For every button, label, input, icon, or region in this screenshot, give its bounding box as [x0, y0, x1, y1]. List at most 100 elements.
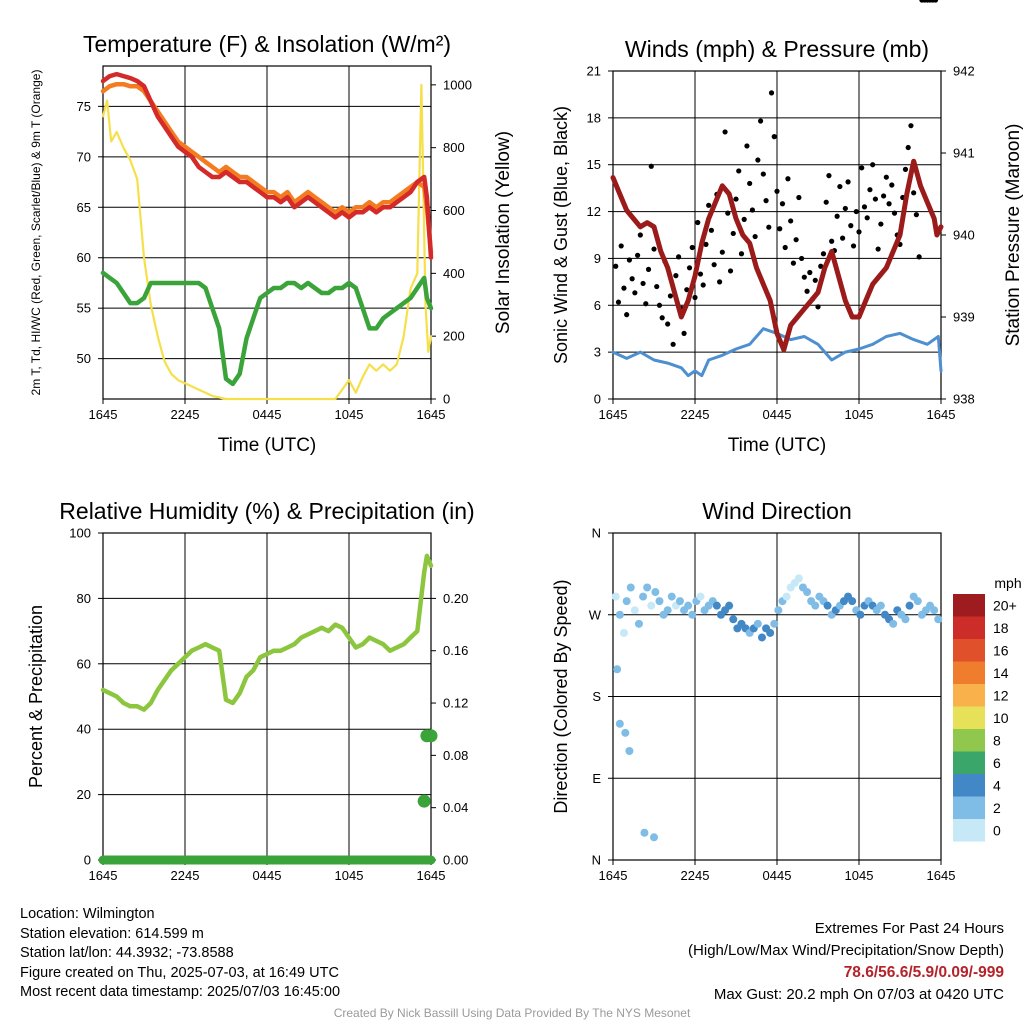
y-tick-label: W: [589, 607, 602, 622]
gust-point: [706, 202, 712, 208]
direction-point: [794, 574, 803, 583]
gust-point: [670, 341, 676, 347]
extremes-info: Extremes For Past 24 Hours (High/Low/Max…: [688, 918, 1004, 1006]
gust-point: [615, 299, 622, 305]
direction-point: [729, 615, 738, 624]
y-tick-label: 18: [587, 110, 601, 125]
gust-point: [878, 221, 884, 227]
y-right-tick-label: 800: [443, 140, 465, 155]
y-tick-label: 40: [77, 722, 91, 737]
x-tick-label: 1045: [845, 868, 874, 883]
gust-point: [667, 293, 674, 299]
x-tick-label: 1645: [89, 868, 118, 883]
x-tick-label: 1645: [89, 407, 118, 422]
y-right-tick-label: 200: [443, 329, 465, 344]
direction-point: [621, 728, 630, 737]
direction-point: [848, 597, 857, 606]
y-right-tick-label: 938: [953, 392, 975, 407]
direction-point: [626, 583, 635, 592]
direction-point: [622, 597, 631, 606]
y-tick-label: N: [592, 526, 601, 541]
direction-point: [782, 592, 791, 601]
gust-point: [845, 179, 851, 185]
direction-point: [655, 597, 664, 606]
direction-point: [688, 610, 697, 619]
y-right-tick-label: 1000: [443, 77, 472, 92]
gust-point: [736, 168, 742, 174]
colorbar-label: 18: [993, 620, 1009, 636]
gust-point: [747, 180, 753, 187]
gust-point: [911, 190, 917, 196]
gust-point: [785, 176, 791, 182]
y-tick-label: 12: [587, 204, 601, 219]
gust-point: [889, 182, 895, 188]
gust-point: [697, 271, 704, 277]
x-tick-label: 0445: [253, 868, 282, 883]
colorbar-swatch: [953, 706, 985, 729]
direction-point: [675, 597, 684, 606]
y-axis-label: 2m T, Td, HI/WC (Red, Green, Scarlet/Blu…: [29, 70, 43, 396]
gust-point: [659, 315, 665, 321]
chart-title: Winds (mph) & Pressure (mb): [625, 36, 929, 62]
direction-point: [901, 615, 910, 624]
colorbar-swatch: [953, 639, 985, 662]
gust-point: [870, 162, 876, 168]
series-line: [101, 83, 433, 401]
grid-lines: [608, 532, 942, 865]
y-right-tick-label: 940: [953, 228, 975, 243]
direction-point: [613, 665, 622, 674]
y-right-tick-label: 0.12: [443, 696, 468, 711]
direction-point: [803, 588, 812, 597]
direction-point: [640, 828, 649, 837]
direction-point: [757, 633, 766, 642]
max-gust-text: Max Gust: 20.2 mph On 07/03 at 0420 UTC: [713, 986, 1004, 1003]
series-line: [100, 553, 434, 712]
series-line: [610, 158, 944, 353]
gust-point: [820, 251, 827, 257]
direction-point: [639, 592, 648, 601]
gust-point: [850, 243, 857, 249]
gust-point: [840, 235, 846, 241]
y-right-tick-label: 0.08: [443, 748, 468, 763]
x-tick-label: 2245: [681, 868, 710, 883]
gust-point: [859, 165, 865, 171]
gust-point: [796, 194, 802, 201]
direction-point: [823, 601, 832, 610]
direction-point: [630, 606, 639, 615]
y-right-tick-label: 939: [953, 310, 975, 325]
y-right-tick-label: 942: [953, 64, 975, 79]
grid-lines: [98, 532, 436, 865]
series-line: [611, 327, 943, 378]
gust-point: [722, 129, 728, 135]
gust-point: [848, 223, 854, 229]
gust-point: [637, 232, 643, 238]
y-tick-label: 6: [594, 298, 601, 313]
x-axis-label: Time (UTC): [728, 435, 827, 456]
gust-point: [774, 188, 780, 194]
direction-point: [766, 628, 775, 637]
gust-point: [673, 273, 679, 279]
x-tick-label: 0445: [253, 407, 282, 422]
gust-point: [905, 144, 911, 151]
gust-point: [665, 321, 671, 327]
gust-point: [829, 238, 835, 244]
gust-point: [790, 260, 797, 266]
direction-point: [856, 610, 865, 619]
colorbar-label: 20+: [993, 597, 1017, 613]
gust-point: [908, 123, 914, 129]
colorbar-label: 2: [993, 800, 1001, 816]
colorbar-label: 14: [993, 665, 1009, 681]
y-tick-label: 0: [84, 853, 91, 868]
direction-point: [905, 601, 914, 610]
y-right-tick-label: 941: [953, 146, 975, 161]
gust-point: [856, 229, 862, 235]
location-text: Location: Wilmington: [20, 906, 155, 922]
gust-point: [842, 205, 848, 212]
x-tick-label: 2245: [171, 868, 200, 883]
gust-point: [804, 288, 810, 294]
x-tick-label: 1645: [599, 868, 628, 883]
direction-point: [650, 833, 658, 842]
gust-point: [733, 196, 739, 202]
colorbar-swatch: [953, 616, 985, 639]
gust-point: [738, 251, 745, 257]
